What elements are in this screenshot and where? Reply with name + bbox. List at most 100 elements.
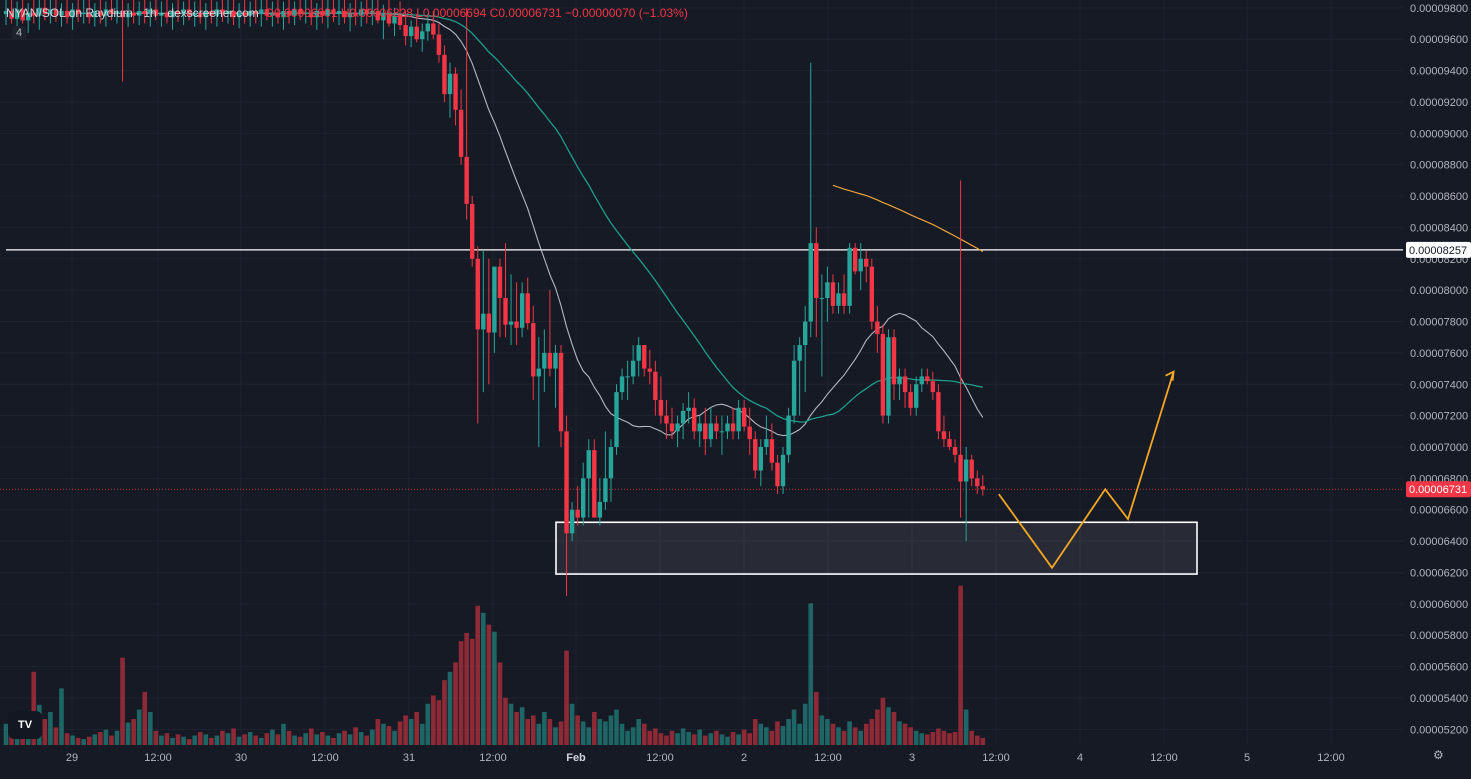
candle-body xyxy=(297,9,303,15)
candle-body xyxy=(192,12,197,16)
candle-body xyxy=(453,73,458,110)
price-tick-label: 0.00007200 xyxy=(1410,411,1468,423)
volume-bar xyxy=(3,723,9,745)
volume-bar xyxy=(825,719,830,745)
candle-body xyxy=(425,23,430,32)
candle-body xyxy=(725,423,730,432)
volume-bar xyxy=(941,730,947,745)
candle-body xyxy=(619,376,625,393)
volume-bar xyxy=(308,728,314,745)
volume-bar xyxy=(958,585,963,745)
candle-body xyxy=(342,10,347,18)
candle-body xyxy=(553,352,558,369)
volume-bar xyxy=(697,729,703,745)
ohlc-readout: O0.00006801 H0.00006828 L0.00006694 C0.0… xyxy=(264,6,688,20)
candle-body xyxy=(736,407,741,432)
candle-body xyxy=(914,384,919,408)
volume-bar xyxy=(259,737,264,745)
candle-body xyxy=(431,23,436,35)
volume-bar xyxy=(580,721,586,745)
candle-body xyxy=(20,9,25,21)
candle-body xyxy=(225,10,231,15)
candle-body xyxy=(220,9,225,15)
volume-bar xyxy=(863,723,869,745)
candle-body xyxy=(642,345,647,369)
time-tick-label: 4 xyxy=(1077,752,1083,764)
candle-body xyxy=(592,450,597,518)
candle-body xyxy=(747,426,752,440)
candle-body xyxy=(31,12,36,16)
volume-bar xyxy=(425,703,431,745)
candle-body xyxy=(947,439,952,447)
volume-bar xyxy=(925,734,930,745)
time-tick-label: 12:00 xyxy=(982,752,1010,764)
candle-body xyxy=(692,407,697,432)
candle-body xyxy=(919,376,924,385)
volume-bar xyxy=(114,730,120,745)
candle-body xyxy=(653,371,658,400)
candle-body xyxy=(769,439,775,463)
candle-body xyxy=(64,10,70,18)
time-tick-label: 12:00 xyxy=(1150,752,1178,764)
candle-body xyxy=(375,10,381,21)
symbol-title[interactable]: NYAN/SOL on Raydium · 1h · dexscreener.c… xyxy=(6,6,259,20)
volume-bar xyxy=(747,733,752,745)
volume-bar xyxy=(242,734,247,745)
volume-bar xyxy=(214,735,220,745)
candle-body xyxy=(869,266,874,322)
candle-body xyxy=(253,10,258,15)
candle-body xyxy=(470,203,475,259)
candle-body xyxy=(969,459,974,479)
price-tick-label: 0.00009800 xyxy=(1410,3,1468,15)
candle-body xyxy=(975,478,980,487)
volume-bar xyxy=(736,734,741,745)
candle-body xyxy=(803,321,808,346)
candle-body xyxy=(852,247,858,272)
volume-bar xyxy=(586,727,592,745)
candle-body xyxy=(137,10,142,16)
candle-body xyxy=(497,266,503,298)
candle-body xyxy=(797,345,802,361)
candle-body xyxy=(636,345,641,361)
candle-body xyxy=(703,423,708,440)
candle-body xyxy=(686,407,691,411)
candle-body xyxy=(481,313,486,330)
volume-bar xyxy=(514,711,519,745)
tradingview-logo[interactable]: TV xyxy=(8,711,42,739)
volume-bar xyxy=(525,719,530,745)
volume-bar xyxy=(220,730,225,745)
volume-bar xyxy=(680,728,686,745)
volume-bar xyxy=(653,728,658,745)
time-tick-label: 12:00 xyxy=(144,752,172,764)
volume-bar xyxy=(364,735,370,745)
volume-bar xyxy=(81,739,86,745)
candle-body xyxy=(331,9,336,15)
volume-bar xyxy=(275,734,281,745)
volume-bar xyxy=(741,729,747,745)
volume-bar xyxy=(42,719,48,745)
price-tick-label: 0.00008400 xyxy=(1410,222,1468,234)
projection-path xyxy=(998,371,1175,570)
candle-body xyxy=(286,10,292,16)
candle-body xyxy=(669,423,675,432)
candle-body xyxy=(825,282,830,298)
volume-bar xyxy=(75,737,81,745)
volume-bar xyxy=(31,671,37,745)
candle-body xyxy=(675,423,680,432)
candle-body xyxy=(292,9,297,16)
candle-body xyxy=(236,12,242,18)
candle-body xyxy=(963,459,969,482)
volume-bar xyxy=(286,730,292,745)
volume-bar xyxy=(442,680,447,745)
volume-bar xyxy=(436,700,442,745)
indicator-count-badge[interactable]: 4 xyxy=(12,26,27,40)
volume-bar xyxy=(830,723,836,745)
candle-body xyxy=(209,10,214,16)
candle-body xyxy=(586,450,591,479)
price-tick-label: 0.00008000 xyxy=(1410,285,1468,297)
gear-icon[interactable]: ⚙ xyxy=(1433,748,1444,762)
volume-bar xyxy=(353,727,358,745)
candle-body xyxy=(364,9,369,15)
candle-body xyxy=(231,10,236,18)
